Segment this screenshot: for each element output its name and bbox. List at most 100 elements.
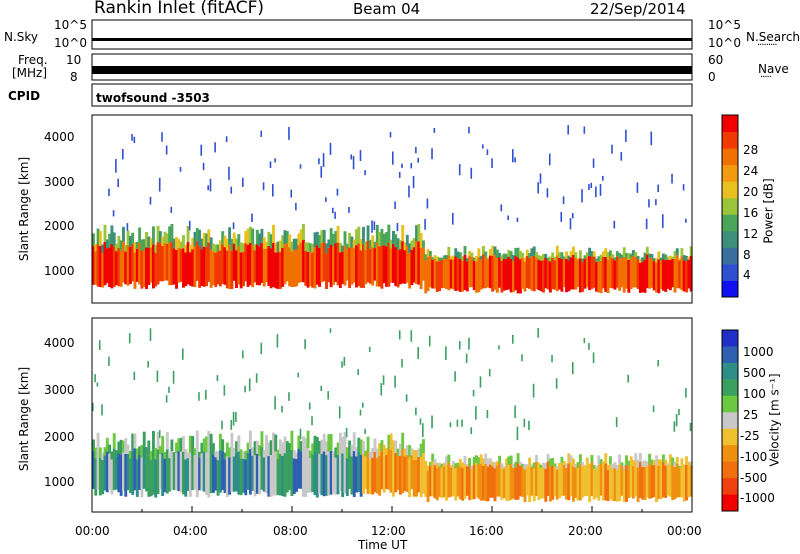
range-gate-cell [396,249,400,288]
range-gate-cell [516,453,520,463]
range-gate-cell [262,457,266,492]
range-gate-cell [170,439,174,452]
range-gate-cell [251,244,255,288]
range-gate-cell [417,448,421,457]
range-gate-cell [389,239,393,249]
range-gate-cell [205,233,208,247]
range-gate-cell [341,251,345,284]
scatter-cell [398,172,401,178]
range-gate-cell [170,224,174,242]
range-gate-cell [152,449,155,495]
range-gate-cell [449,256,453,260]
range-gate-cell [122,226,125,242]
range-gate-cell [685,261,688,293]
range-gate-cell [355,456,358,493]
scatter-cell [537,182,539,194]
vel-cbar-tick-1000: 1000 [743,345,774,359]
range-gate-cell [232,243,236,281]
range-gate-cell [348,451,352,489]
scatter-cell [329,142,332,155]
xtick-2000: 20:00 [568,524,603,538]
range-gate-cell [442,258,446,289]
range-gate-cell [546,260,550,290]
range-gate-cell [325,253,328,290]
scatter-cell [657,184,659,193]
range-gate-cell [431,453,435,462]
range-gate-cell [405,455,409,493]
scatter-cell [380,383,383,396]
range-gate-cell [334,230,338,244]
range-gate-cell [498,462,502,497]
range-gate-cell [345,249,349,281]
range-gate-cell [135,241,139,249]
range-gate-cell [505,253,508,259]
scatter-cell [216,375,219,382]
range-gate-cell [585,457,589,464]
range-gate-cell [172,238,176,249]
range-gate-cell [433,458,437,466]
range-gate-cell [652,465,656,497]
range-gate-cell [101,244,105,253]
range-gate-cell [671,457,675,466]
range-gate-cell [438,462,442,467]
range-gate-cell [302,436,305,454]
range-gate-cell [357,451,361,493]
range-gate-cell [502,466,506,469]
range-gate-cell [645,254,649,289]
range-gate-cell [493,255,497,290]
range-gate-cell [548,261,552,293]
range-gate-cell [668,255,672,260]
range-gate-cell [618,253,622,259]
scatter-cell [588,343,590,350]
range-gate-cell [673,461,677,468]
range-gate-cell [276,252,280,289]
scatter-cell [281,405,283,413]
range-gate-cell [447,246,451,256]
range-gate-cell [645,246,649,255]
scatter-cell [514,157,516,163]
range-gate-cell [422,247,425,281]
scatter-cell [422,423,424,438]
range-gate-cell [304,454,308,497]
range-gate-cell [680,248,684,257]
range-gate-cell [590,256,594,289]
range-gate-cell [147,247,151,285]
range-gate-cell [168,242,172,286]
power-cbar-segment [722,131,738,149]
range-gate-cell [588,255,592,291]
range-gate-cell [288,247,292,287]
scatter-cell [248,378,251,392]
scatter-cell [115,159,117,173]
range-gate-cell [182,235,185,249]
range-gate-cell [458,252,462,260]
range-gate-cell [532,468,536,502]
range-gate-cell [96,447,100,490]
range-gate-cell [165,243,169,281]
range-gate-cell [597,464,601,501]
range-gate-cell [479,259,483,290]
range-gate-cell [463,455,467,464]
range-gate-cell [585,256,589,288]
range-gate-cell [505,258,508,291]
scatter-cell [343,356,346,366]
range-gate-cell [276,458,280,496]
range-gate-cell [581,258,585,263]
range-gate-cell [435,468,439,501]
range-gate-cell [583,258,587,289]
range-gate-cell [158,445,162,455]
range-gate-cell [424,465,428,497]
range-gate-cell [479,454,483,465]
range-gate-cell [454,248,458,257]
range-gate-cell [477,257,481,293]
scatter-cell [682,184,685,191]
range-gate-cell [673,467,677,500]
range-gate-cell [237,246,241,285]
range-gate-cell [622,256,626,293]
range-gate-cell [272,224,275,243]
scatter-cell [230,419,233,430]
range-gate-cell [182,451,185,495]
power-cbar-tick-20: 20 [743,185,759,199]
range-gate-cell [258,445,262,457]
range-gate-cell [299,441,303,452]
range-gate-cell [673,258,677,293]
